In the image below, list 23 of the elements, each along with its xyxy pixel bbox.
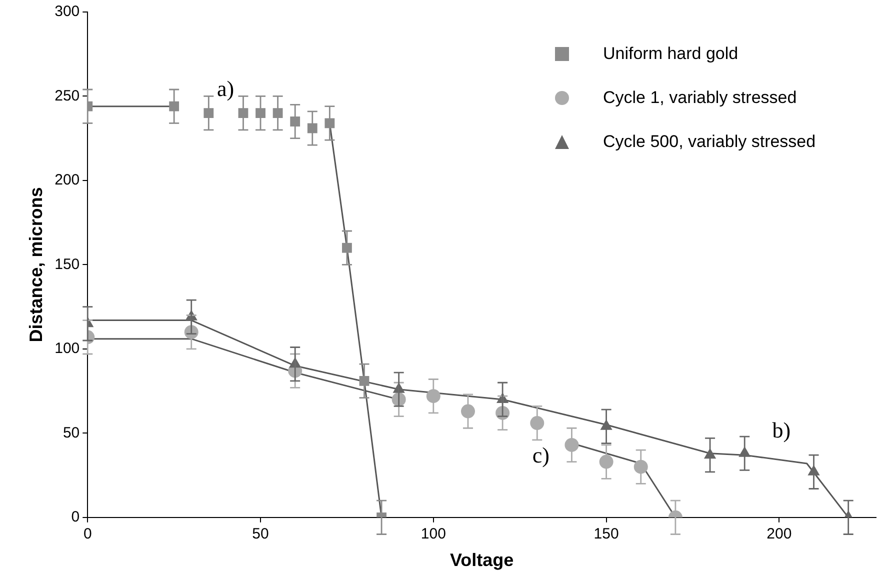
- point: [460, 404, 475, 418]
- y-tick-label: 200: [54, 172, 80, 189]
- legend-label: Cycle 1, variably stressed: [603, 88, 797, 108]
- y-tick-label: 150: [54, 256, 80, 273]
- x-tick-label: 0: [83, 526, 92, 543]
- point: [256, 108, 266, 118]
- x-tick-label: 150: [594, 526, 619, 543]
- y-tick-label: 300: [54, 3, 80, 20]
- x-tick-label: 100: [420, 526, 446, 543]
- y-tick-label: 250: [54, 87, 80, 104]
- y-tick-label: 100: [54, 340, 80, 358]
- y-tick-label: 50: [62, 424, 80, 442]
- x-tick-label: 200: [766, 526, 792, 543]
- annotation: c): [532, 442, 550, 468]
- x-axis-title: Voltage: [450, 550, 514, 570]
- point: [342, 242, 352, 253]
- legend-label: Uniform hard gold: [603, 44, 738, 64]
- annotation: b): [772, 417, 791, 442]
- y-axis-title: Distance, microns: [26, 187, 46, 342]
- x-tick-label: 50: [252, 526, 269, 543]
- y-tick-label: 0: [71, 508, 80, 526]
- legend-label: Cycle 500, variably stressed: [603, 132, 816, 152]
- annotation: a): [217, 76, 234, 102]
